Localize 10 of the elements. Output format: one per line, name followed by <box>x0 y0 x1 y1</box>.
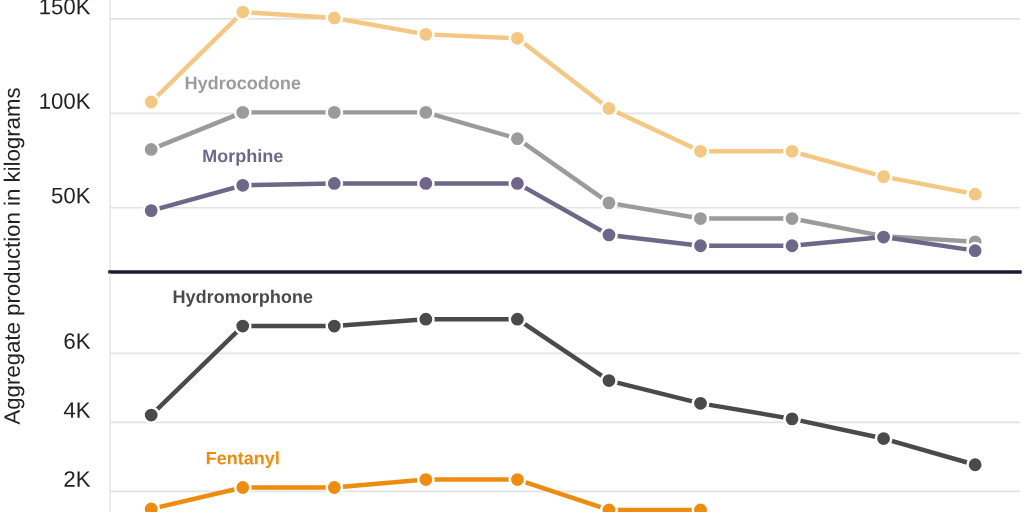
y-tick-label: 50K <box>51 187 91 204</box>
y-tick-label: 100K <box>40 93 91 109</box>
y-tick-label: 2K <box>64 471 91 487</box>
y-tick-label: 4K <box>63 402 91 418</box>
y-axis-title: Aggregate production in kilograms <box>3 88 25 425</box>
series-label: Fentanyl <box>206 451 279 469</box>
y-tick-label: 6K <box>64 333 91 349</box>
series-label: Morphine <box>203 149 283 166</box>
series-label: Hydrocodone <box>185 76 301 93</box>
series-label: Hydromorphone <box>173 289 313 307</box>
